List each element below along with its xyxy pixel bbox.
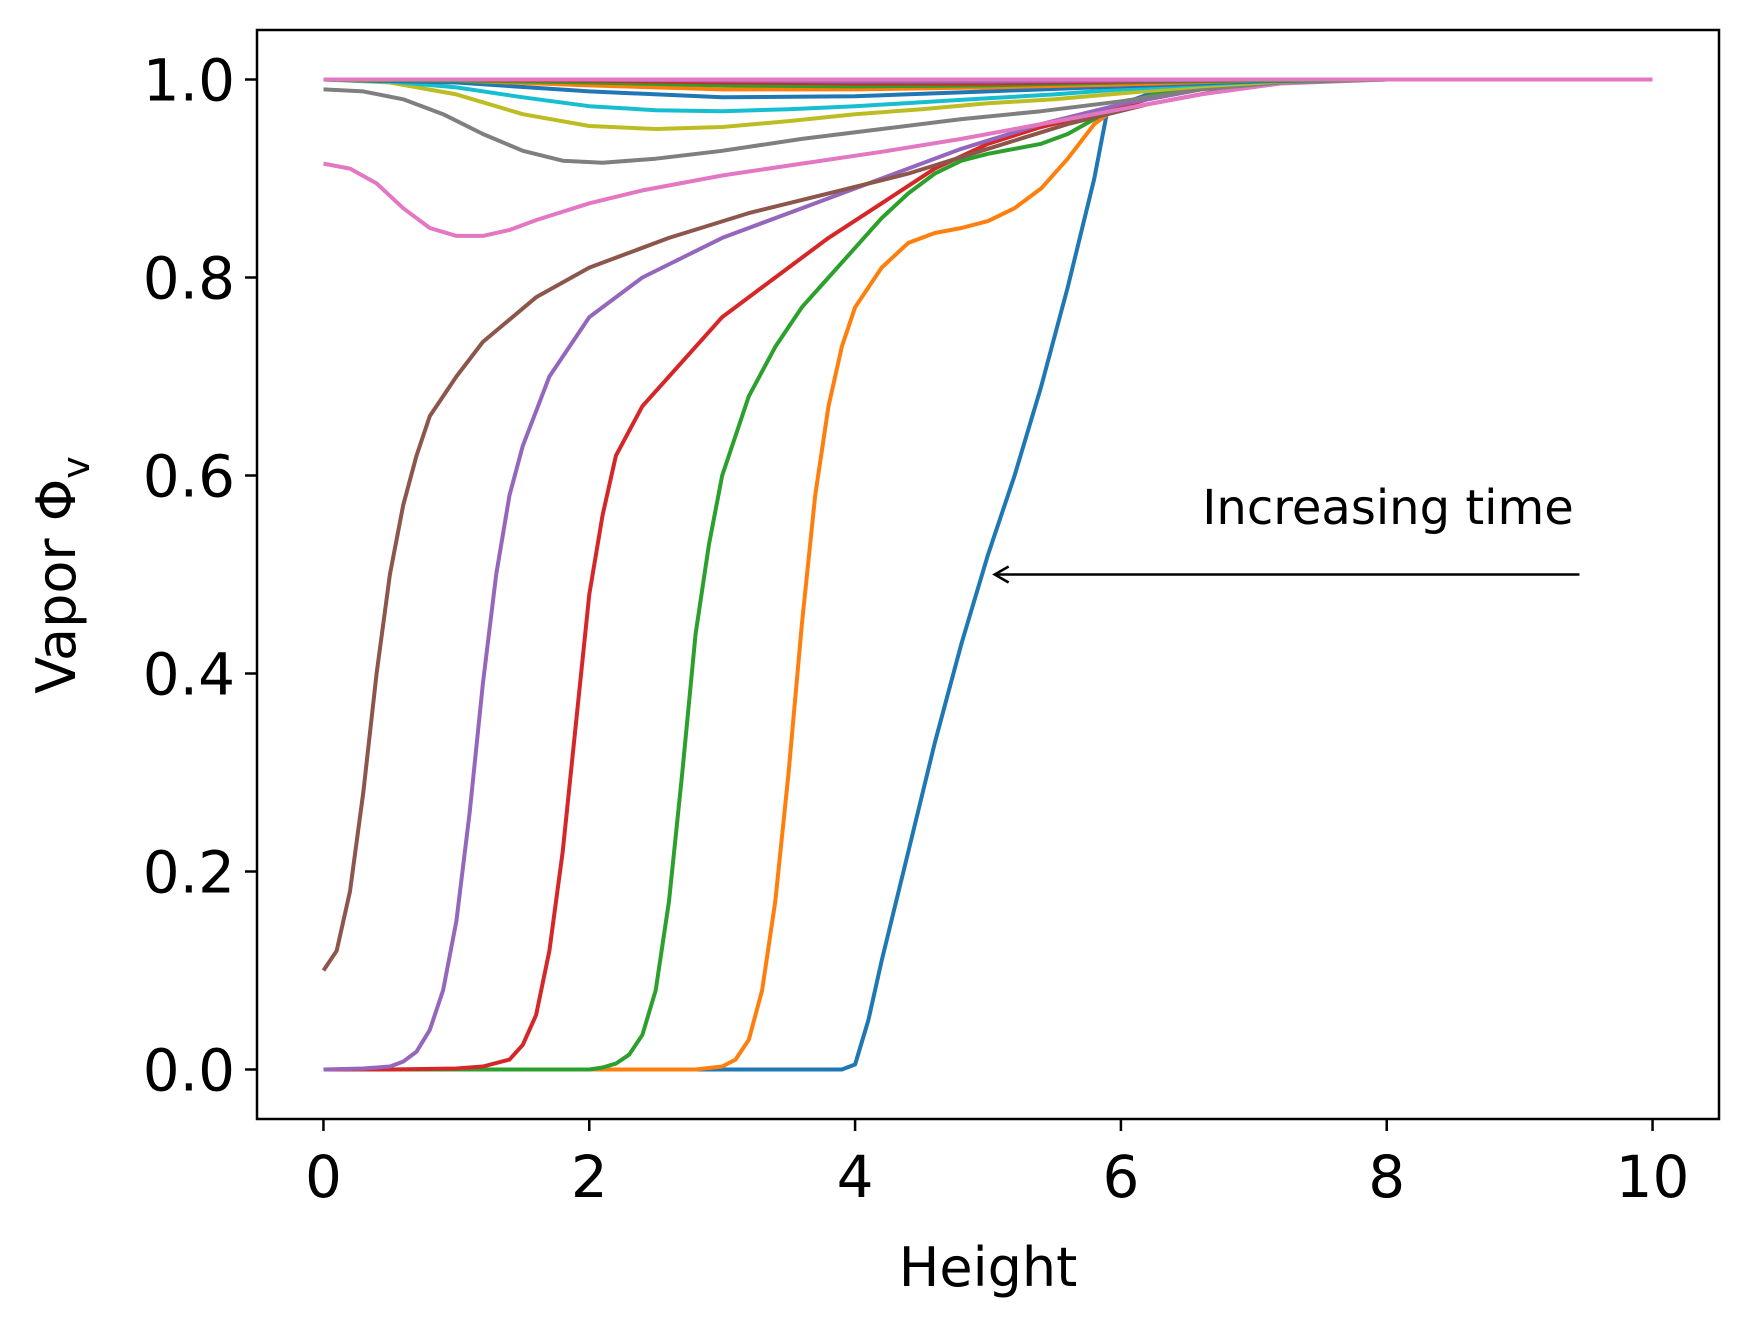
x-tick-label: 6 xyxy=(1102,1143,1139,1211)
y-axis-label-subscript: v xyxy=(54,456,98,479)
x-tick-label: 8 xyxy=(1368,1143,1405,1211)
y-tick-label: 0.0 xyxy=(143,1037,235,1105)
x-tick-label: 2 xyxy=(571,1143,608,1211)
series-line-7 xyxy=(323,77,1653,238)
y-axis-label-main: Vapor Φ xyxy=(25,479,88,694)
y-tick-label: 0.8 xyxy=(143,245,235,313)
annotation-arrow xyxy=(992,565,1580,584)
y-axis-label: Vapor Φv xyxy=(25,456,98,694)
plot-frame xyxy=(255,28,1721,1121)
y-tick-label: 0.6 xyxy=(143,443,235,511)
y-tick-label: 1.0 xyxy=(143,47,235,115)
x-tick-label: 10 xyxy=(1616,1143,1690,1211)
x-axis-ticks: 0 2 4 6 8 10 xyxy=(305,1119,1689,1211)
x-tick-label: 4 xyxy=(837,1143,874,1211)
y-tick-label: 0.2 xyxy=(143,839,235,907)
series-layer xyxy=(321,77,1653,1072)
y-tick-label: 0.4 xyxy=(143,641,235,709)
x-tick-label: 0 xyxy=(305,1143,342,1211)
x-axis-label: Height xyxy=(899,1236,1078,1299)
y-axis-ticks: 0.0 0.2 0.4 0.6 0.8 1.0 xyxy=(143,47,257,1105)
annotation-text: Increasing time xyxy=(1202,480,1574,536)
arrow-head xyxy=(992,565,1010,584)
